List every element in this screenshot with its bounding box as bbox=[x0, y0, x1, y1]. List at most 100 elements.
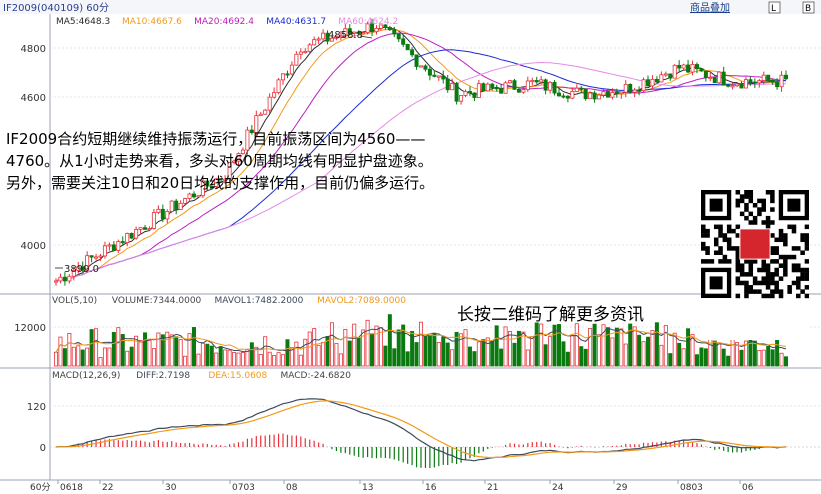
candle-body bbox=[748, 79, 753, 83]
qr-module bbox=[804, 246, 810, 251]
candle-body bbox=[743, 79, 748, 89]
volume-bars bbox=[54, 314, 789, 367]
qr-module bbox=[787, 254, 792, 260]
qr-module bbox=[709, 259, 715, 264]
candle-body bbox=[343, 28, 348, 37]
volume-bar bbox=[454, 331, 459, 367]
volume-bar bbox=[307, 331, 312, 367]
volume-bar bbox=[770, 349, 775, 367]
legend-item: MA60:4624.2 bbox=[338, 17, 398, 27]
candle-body bbox=[708, 77, 713, 80]
candle-body bbox=[281, 73, 286, 81]
candle-body bbox=[637, 89, 642, 92]
high-price-pointer bbox=[359, 35, 373, 39]
volume-bar bbox=[739, 349, 744, 367]
overlay-button[interactable]: 商品叠加 bbox=[690, 1, 730, 14]
candle-body bbox=[321, 32, 326, 40]
qr-finder-core bbox=[709, 276, 723, 290]
volume-bar bbox=[54, 351, 59, 367]
button-l-label: L bbox=[771, 4, 776, 14]
qr-module bbox=[705, 233, 710, 238]
candle-body bbox=[329, 37, 334, 42]
volume-bar bbox=[116, 327, 121, 367]
header-bar bbox=[0, 0, 821, 14]
button-b[interactable] bbox=[802, 1, 815, 14]
button-l[interactable] bbox=[768, 1, 781, 14]
candle-body bbox=[454, 83, 459, 102]
qr-code-panel[interactable] bbox=[701, 190, 810, 340]
volume-bar bbox=[432, 332, 437, 367]
candle-body bbox=[494, 87, 499, 90]
volume-bar bbox=[681, 348, 686, 367]
qr-module bbox=[752, 220, 758, 225]
qr-module bbox=[770, 272, 775, 277]
volume-bar bbox=[757, 350, 762, 367]
x-axis-label: 30 bbox=[165, 483, 177, 493]
volume-bar bbox=[583, 348, 588, 367]
qr-caption: 长按二维码了解更多资讯 bbox=[457, 305, 644, 325]
qr-module bbox=[787, 224, 792, 230]
volume-bar bbox=[703, 348, 708, 367]
qr-module bbox=[800, 237, 805, 243]
candle-body bbox=[646, 79, 651, 87]
volume-bar bbox=[58, 336, 63, 367]
volume-bar bbox=[294, 341, 299, 367]
candle-body bbox=[730, 85, 735, 88]
volume-bar bbox=[227, 349, 232, 367]
qr-module bbox=[765, 263, 771, 268]
volume-bar bbox=[543, 344, 548, 367]
volume-bar bbox=[361, 329, 366, 367]
volume-bar bbox=[556, 324, 561, 367]
mavol-line-10 bbox=[55, 329, 787, 353]
candle-body bbox=[694, 64, 699, 70]
volume-bar bbox=[329, 322, 334, 367]
volume-bar bbox=[267, 351, 272, 367]
qr-module bbox=[735, 233, 741, 238]
volume-bar bbox=[423, 335, 428, 367]
candle-body bbox=[54, 280, 59, 283]
candle-body bbox=[699, 68, 704, 72]
volume-bar bbox=[209, 345, 214, 367]
qr-module bbox=[778, 254, 784, 260]
x-axis-label: 0703 bbox=[232, 483, 255, 493]
qr-module bbox=[761, 202, 766, 208]
candle-body bbox=[686, 64, 691, 73]
candle-body bbox=[721, 71, 726, 86]
volume-bar bbox=[579, 346, 584, 367]
qr-module bbox=[770, 259, 775, 264]
candle-body bbox=[138, 227, 143, 230]
volume-bar bbox=[686, 328, 691, 367]
candle-body bbox=[668, 73, 673, 79]
volume-bar bbox=[392, 348, 397, 367]
candle-body bbox=[623, 84, 628, 93]
qr-module bbox=[765, 190, 771, 195]
qr-module bbox=[735, 263, 741, 268]
qr-module bbox=[739, 211, 745, 217]
candle-body bbox=[735, 83, 740, 87]
candle-body bbox=[516, 88, 521, 93]
candle-body bbox=[174, 200, 179, 210]
candle-body bbox=[160, 208, 165, 220]
candle-body bbox=[249, 129, 254, 134]
volume-bar bbox=[258, 353, 263, 367]
qr-module bbox=[770, 246, 775, 251]
volume-bar bbox=[169, 334, 174, 367]
candle-body bbox=[62, 276, 67, 282]
qr-module bbox=[800, 289, 805, 294]
volume-bar bbox=[218, 346, 223, 367]
qr-module bbox=[752, 202, 758, 208]
qr-module bbox=[735, 254, 741, 260]
candle-body bbox=[325, 32, 330, 42]
candle-body bbox=[223, 178, 228, 181]
volume-bar bbox=[125, 350, 130, 367]
candle-body bbox=[169, 200, 174, 212]
volume-bar bbox=[565, 351, 570, 367]
qr-module bbox=[726, 241, 732, 247]
qr-module bbox=[804, 241, 810, 247]
volume-bar bbox=[668, 353, 673, 367]
y-tick-4000: 4000 bbox=[21, 241, 46, 252]
candle-body bbox=[761, 74, 766, 81]
qr-module bbox=[744, 259, 749, 264]
legend-item: MA40:4631.7 bbox=[266, 17, 326, 27]
volume-bar bbox=[356, 337, 361, 367]
